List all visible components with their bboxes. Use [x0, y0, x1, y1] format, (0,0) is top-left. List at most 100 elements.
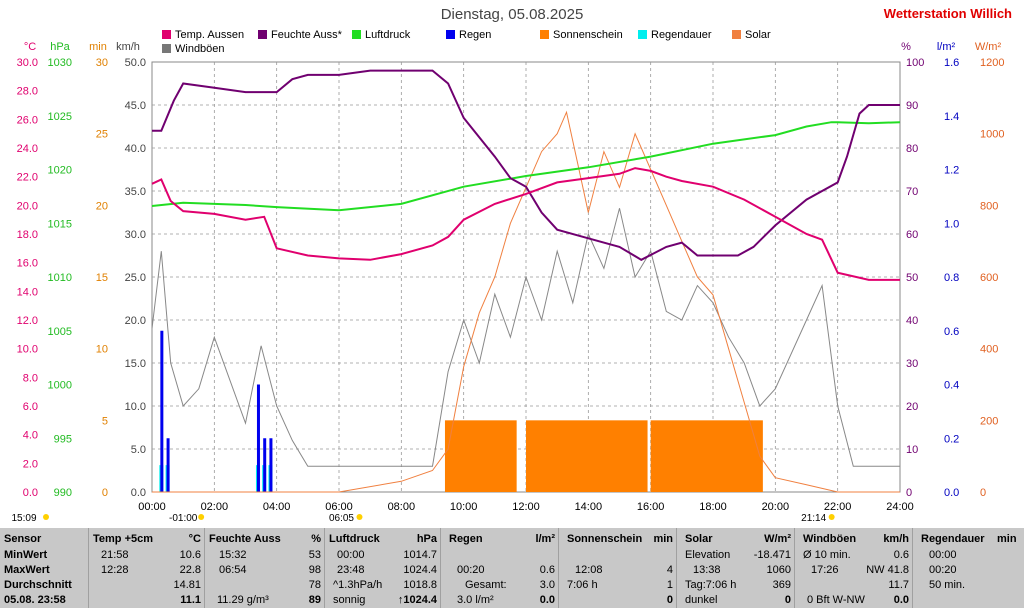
rain-tick: 1.0 — [944, 218, 959, 230]
sun-marker-icon — [198, 514, 205, 520]
wind-max: NW 41.8 — [866, 564, 909, 576]
hpa-tick: 1000 — [48, 380, 72, 392]
press-max: 1024.4 — [403, 564, 437, 576]
col-rain: Regen l/m² 00:20 0.6 Gesamt: 3.0 3.0 l/m² 0.… — [440, 528, 559, 608]
x-tick-label: 10:00 — [450, 501, 478, 513]
solar-line — [152, 110, 900, 493]
legend-label: Regendauer — [651, 29, 712, 41]
sun-max: 4 — [666, 564, 673, 576]
legend-swatch — [352, 30, 361, 39]
summary-table: Sensor MinWert MaxWert Durchschnitt 05.0… — [0, 528, 1024, 608]
hum-max: 98 — [308, 564, 321, 576]
rain-unit: l/m² — [535, 533, 555, 545]
kmh-tick: 35.0 — [125, 186, 146, 198]
legend-label: Solar — [745, 29, 771, 41]
temp-tick: 14.0 — [17, 286, 38, 298]
x-tick-label: 04:00 — [263, 501, 291, 513]
min-tick: 20 — [96, 200, 108, 212]
temp-tick: 30.0 — [17, 57, 38, 69]
sunshine-bar — [650, 420, 763, 492]
unit-label-left: °C — [24, 41, 36, 53]
sun-total: 1 — [666, 579, 673, 591]
rain-max-time: 00:20 — [457, 564, 485, 576]
x-tick-label: 22:00 — [824, 501, 852, 513]
pct-tick: 40 — [906, 315, 918, 327]
rain-cur-label: 3.0 l/m² — [457, 594, 494, 606]
hum-abs: 11.29 g/m³ — [217, 594, 269, 606]
pct-tick: 0 — [906, 487, 912, 499]
hum-avg: 78 — [308, 579, 321, 591]
pct-tick: 60 — [906, 229, 918, 241]
temp-tick: 0.0 — [23, 487, 38, 499]
legend-swatch — [540, 30, 549, 39]
x-tick-label: 00:00 — [138, 501, 166, 513]
legend-swatch — [162, 44, 171, 53]
temperature-line — [151, 167, 900, 281]
temp-tick: 2.0 — [23, 458, 38, 470]
pct-tick: 80 — [906, 143, 918, 155]
temp-tick: 10.0 — [17, 344, 38, 356]
sun-unit: min — [653, 533, 673, 545]
weather-chart: 30.0 28.0 26.0 24.0 22.0 20.0 18.0 16.0 14.0 12.0… — [11, 29, 1004, 524]
pct-tick: 100 — [906, 57, 924, 69]
row-max-label: MaxWert — [4, 564, 50, 576]
sun-current: 0 — [666, 594, 673, 606]
rain-total-label: Gesamt: — [465, 579, 507, 591]
kmh-tick: 30.0 — [125, 229, 146, 241]
x-tick-label: 14:00 — [575, 501, 603, 513]
col-temp: Temp +5cm °C 21:58 10.6 12:28 22.8 14.81 11… — [88, 528, 205, 608]
x-tick-label: 20:00 — [762, 501, 790, 513]
sun-marker-label: 06:05 — [329, 513, 354, 524]
solar-elev-label: Elevation — [685, 549, 731, 561]
legend-swatch — [446, 30, 455, 39]
kmh-tick: 25.0 — [125, 272, 146, 284]
col-humidity: Feuchte Auss% 15:32 53 06:54 98 78 11.29 g… — [204, 528, 325, 608]
page-title: Dienstag, 05.08.2025 — [440, 6, 584, 23]
min-tick: 10 — [96, 344, 108, 356]
press-trend: ^1.3hPa/h — [333, 579, 383, 591]
station-brand: Wetterstation Willich — [883, 6, 1012, 21]
solar-max: 1060 — [766, 564, 791, 576]
temp-min-time: 21:58 — [101, 549, 129, 561]
solar-tick: 0 — [980, 487, 986, 499]
sunshine-bar — [526, 420, 648, 492]
hum-min-time: 15:32 — [219, 549, 247, 561]
kmh-tick: 0.0 — [131, 487, 146, 499]
temp-tick: 18.0 — [17, 229, 38, 241]
press-state: sonnig — [333, 594, 366, 606]
press-unit: hPa — [416, 533, 437, 545]
rain-bar — [166, 438, 170, 492]
temp-current: 11.1 — [180, 594, 201, 606]
temp-max: 22.8 — [179, 564, 201, 576]
temp-tick: 26.0 — [17, 114, 38, 126]
col-sunshine: Sonnenschein min 12:08 4 7:06 h 1 0 — [558, 528, 677, 608]
rain-tick: 1.6 — [944, 57, 959, 69]
unit-label-left: km/h — [116, 41, 140, 53]
min-tick: 30 — [96, 57, 108, 69]
kmh-tick: 10.0 — [125, 401, 146, 413]
legend-swatch — [638, 30, 647, 39]
press-title: Luftdruck — [329, 533, 380, 545]
temp-tick: 6.0 — [23, 401, 38, 413]
solar-tick: 800 — [980, 200, 998, 212]
col-wind: Windböen km/h Ø 10 min. 0.6 17:26 NW 41.8 1… — [794, 528, 913, 608]
temp-tick: 28.0 — [17, 86, 38, 98]
min-tick: 25 — [96, 129, 108, 141]
legend-label: Feuchte Auss* — [271, 29, 343, 41]
rain-tick: 0.6 — [944, 326, 959, 338]
solar-tick: 1000 — [980, 129, 1004, 141]
x-tick-label: 12:00 — [512, 501, 540, 513]
rain-current: 0.0 — [539, 594, 555, 606]
humidity-line — [152, 69, 900, 261]
min-tick: 5 — [102, 415, 108, 427]
unit-label-left: min — [89, 41, 107, 53]
wind-cur-label: 0 Bft W-NW — [807, 594, 865, 606]
solar-tag-label: Tag:7:06 h — [685, 579, 737, 591]
rain-tick: 0.8 — [944, 272, 959, 284]
pressure-line — [151, 121, 901, 212]
sun-marker-label: 21:14 — [801, 513, 826, 524]
press-current: ↑1024.4 — [397, 594, 437, 606]
hpa-tick: 1020 — [48, 165, 72, 177]
legend-label: Regen — [459, 29, 491, 41]
min-tick: 0 — [102, 487, 108, 499]
